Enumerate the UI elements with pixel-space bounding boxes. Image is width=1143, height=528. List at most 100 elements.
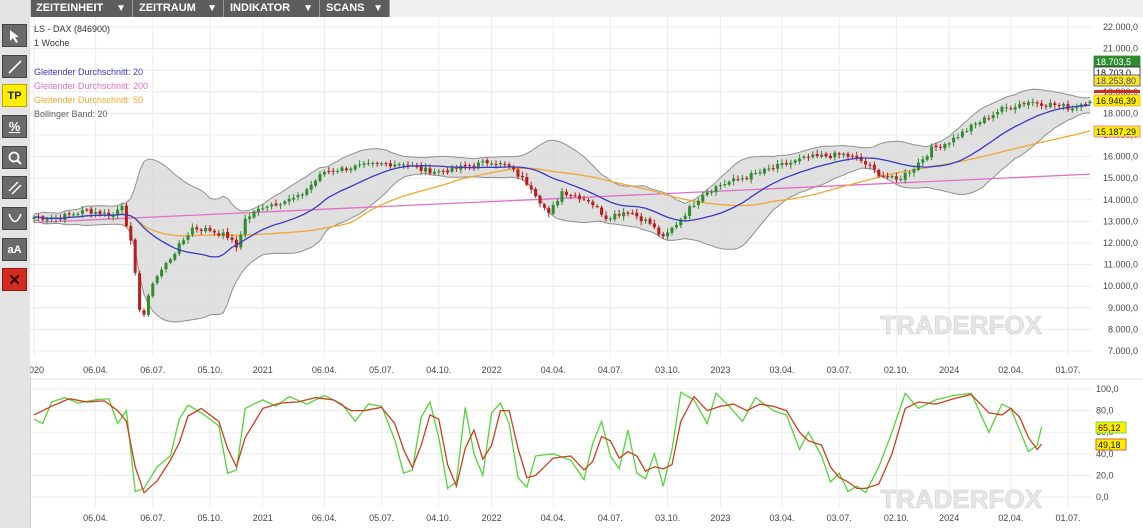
candle xyxy=(982,115,986,125)
y-tick-label: 11.000,0 xyxy=(1104,260,1138,270)
x-tick-label: 04.04. xyxy=(541,365,566,375)
menu-zeitraum[interactable]: ZEITRAUM ▼ xyxy=(133,0,224,17)
candle xyxy=(1022,101,1026,108)
x-tick-label: 2023 xyxy=(710,513,730,523)
menu-scans[interactable]: SCANS ▼ xyxy=(320,0,390,17)
percent-label: % xyxy=(8,119,21,134)
candle xyxy=(129,222,133,245)
x-tick-label: 03.10. xyxy=(655,513,680,523)
candle xyxy=(877,168,881,178)
candle xyxy=(164,261,168,273)
candle xyxy=(318,170,322,183)
tp-label: TP xyxy=(7,89,22,102)
candle xyxy=(771,164,775,172)
candle xyxy=(630,209,634,215)
tp-tool-button[interactable]: TP xyxy=(2,84,27,107)
candle xyxy=(507,162,511,170)
y-tick-label: 0,0 xyxy=(1096,492,1109,502)
candle xyxy=(934,142,938,152)
price-label: 18.703,5 xyxy=(1093,55,1141,68)
text-tool-button[interactable]: aA xyxy=(2,238,27,261)
zoom-tool-button[interactable] xyxy=(2,146,27,169)
candle xyxy=(648,216,652,226)
candle xyxy=(1026,99,1030,110)
candle xyxy=(76,211,80,218)
x-tick-label: 06.04. xyxy=(312,365,337,375)
percent-tool-button[interactable]: % xyxy=(2,115,27,138)
arc-tool-button[interactable] xyxy=(2,207,27,230)
candle xyxy=(670,226,674,236)
candle xyxy=(894,172,898,184)
candle xyxy=(890,174,894,179)
candle xyxy=(688,204,692,220)
candle xyxy=(116,206,120,219)
price-label: 16.946,39 xyxy=(1093,94,1141,107)
candle xyxy=(573,192,577,198)
candle xyxy=(1018,100,1022,110)
candle xyxy=(322,169,326,178)
y-tick-label: 18.000,0 xyxy=(1103,108,1138,118)
menu-zeiteinheit[interactable]: ZEITEINHEIT ▼ xyxy=(30,0,133,17)
candle xyxy=(586,197,590,204)
candle xyxy=(868,162,872,170)
chart-title: LS - DAX (846900) xyxy=(34,24,110,34)
candle xyxy=(903,168,907,184)
delete-icon: ✕ xyxy=(8,271,21,289)
candle xyxy=(305,187,309,197)
candle xyxy=(952,133,956,147)
candle xyxy=(146,293,150,317)
cursor-tool-button[interactable] xyxy=(2,24,27,47)
y-tick-label: 21.000,0 xyxy=(1103,44,1138,54)
arc-icon xyxy=(7,213,22,222)
candle xyxy=(608,216,612,223)
x-tick-label: 01.07. xyxy=(1055,365,1080,375)
candle xyxy=(529,181,533,194)
candle xyxy=(930,143,934,161)
stochastic-label: 49,18 xyxy=(1095,438,1127,451)
candle xyxy=(525,172,529,187)
candle xyxy=(736,175,740,182)
candle xyxy=(481,159,485,167)
candle xyxy=(727,180,731,187)
candle xyxy=(186,232,190,244)
candle xyxy=(622,208,626,221)
menu-scans-label: SCANS xyxy=(326,2,365,14)
candle xyxy=(362,160,366,169)
candle xyxy=(340,165,344,173)
candle xyxy=(784,159,788,167)
price-label: 18.253,80 xyxy=(1093,74,1141,87)
candle xyxy=(1057,102,1061,110)
line-tool-button[interactable] xyxy=(2,55,27,78)
candle xyxy=(388,160,392,169)
x-tick-label: 06.04. xyxy=(312,513,337,523)
drawing-toolbar: TP % aA ✕ xyxy=(0,0,31,528)
candle xyxy=(569,193,573,199)
y-tick-label: 12.000,0 xyxy=(1103,238,1138,248)
stochastic-panel: TRADERFOX 100,080,060,040,020,00,0 06.04… xyxy=(30,383,1127,523)
parallel-lines-tool-button[interactable] xyxy=(2,176,27,199)
candle xyxy=(142,308,146,317)
delete-tool-button[interactable]: ✕ xyxy=(2,268,27,291)
stochastic-value-labels: 65,12 49,18 xyxy=(1095,421,1127,451)
parallel-lines-icon xyxy=(7,180,22,195)
svg-text:18.703,0: 18.703,0 xyxy=(1096,68,1131,78)
candle xyxy=(296,192,300,201)
menu-indikator[interactable]: INDIKATOR ▼ xyxy=(224,0,320,17)
candle xyxy=(991,111,995,122)
candle xyxy=(353,164,357,172)
candle xyxy=(437,168,441,176)
candle xyxy=(767,164,771,172)
legend-sma-50: Gleitender Durchschnitt: 50 xyxy=(34,95,143,105)
candle xyxy=(815,149,819,159)
candle xyxy=(762,167,766,176)
candle xyxy=(534,187,538,198)
x-tick-label: 2021 xyxy=(253,365,273,375)
sma-20-line xyxy=(33,104,1091,258)
candle xyxy=(657,225,661,237)
candle xyxy=(384,161,388,167)
candle xyxy=(441,168,445,176)
candle xyxy=(278,202,282,210)
x-tick-label: 02.04. xyxy=(998,365,1023,375)
candle xyxy=(824,151,828,159)
candle xyxy=(714,184,718,196)
